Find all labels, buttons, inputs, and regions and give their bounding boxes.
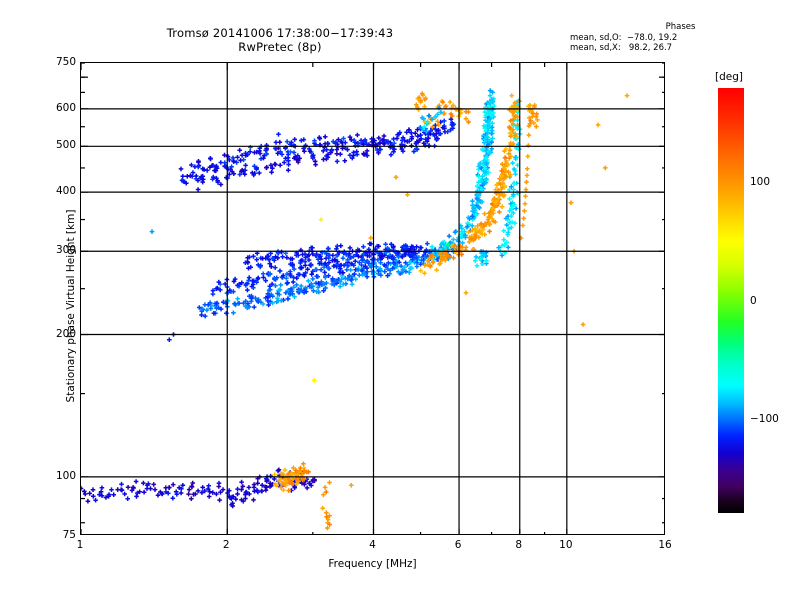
x-tick-label: 10 <box>559 539 573 551</box>
plot-subtitle-line2: RwPretec (8p) <box>238 40 322 54</box>
colorbar[interactable] <box>718 88 744 513</box>
y-axis-title: Stationary phase Virtual Height [km] <box>65 209 77 403</box>
phase-statistics-annotation: Phases mean, sd,O: −78.0, 19.2 mean, sd,… <box>570 22 795 54</box>
plot-title-line1: Tromsø 20141006 17:38:00−17:39:43 <box>166 26 394 40</box>
colorbar-gradient <box>718 88 744 513</box>
y-tick-label: 600 <box>55 101 76 114</box>
x-tick-label: 1 <box>76 539 84 551</box>
x-tick-label: 2 <box>222 539 230 551</box>
plot-area[interactable] <box>80 62 665 535</box>
x-tick-label: 4 <box>369 539 376 551</box>
y-tick-label: 400 <box>55 185 76 198</box>
y-tick-label: 75 <box>62 529 76 541</box>
y-tick-label: 750 <box>55 56 76 68</box>
phase-stats-heading: Phases <box>665 22 696 32</box>
grid-and-ticks-layer <box>81 63 664 534</box>
y-tick-label: 500 <box>55 139 76 152</box>
colorbar-tick-label: 100 <box>750 176 771 189</box>
x-axis-title: Frequency [MHz] <box>328 558 417 570</box>
phase-stats-x-mode: mean, sd,X: 98.2, 26.7 <box>570 43 673 53</box>
x-tick-label: 6 <box>454 539 462 551</box>
x-tick-label: 16 <box>658 539 672 551</box>
y-tick-label: 100 <box>55 469 76 482</box>
y-tick-label: 300 <box>55 244 76 257</box>
colorbar-tick-label: 0 <box>750 294 757 307</box>
scatter-data-layer <box>81 88 630 531</box>
phase-stats-o-mode: mean, sd,O: −78.0, 19.2 <box>570 32 678 43</box>
x-tick-label: 8 <box>515 539 523 551</box>
y-tick-label: 200 <box>55 327 76 340</box>
colorbar-unit-label: [deg] <box>715 71 743 83</box>
colorbar-tick-label: −100 <box>750 412 779 425</box>
